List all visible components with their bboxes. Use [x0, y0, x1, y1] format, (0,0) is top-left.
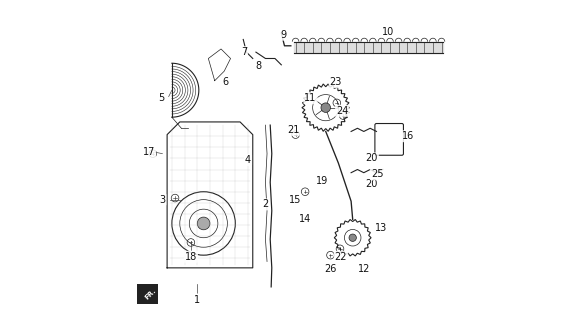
- Circle shape: [349, 234, 356, 241]
- Text: 17: 17: [143, 147, 155, 157]
- Text: 20: 20: [366, 179, 378, 189]
- Text: 24: 24: [336, 106, 349, 116]
- Text: 26: 26: [325, 264, 337, 275]
- Text: 12: 12: [358, 264, 370, 275]
- Text: 3: 3: [159, 195, 165, 205]
- Text: 19: 19: [316, 176, 328, 186]
- Text: 22: 22: [335, 252, 347, 262]
- Text: 7: 7: [240, 47, 247, 57]
- Circle shape: [321, 103, 330, 112]
- Text: 13: 13: [375, 223, 387, 233]
- Circle shape: [197, 217, 210, 230]
- Text: 25: 25: [371, 169, 383, 179]
- Text: 16: 16: [402, 131, 415, 141]
- Text: 18: 18: [185, 252, 197, 262]
- Text: 4: 4: [245, 155, 251, 165]
- Text: 2: 2: [262, 199, 269, 209]
- Text: 6: 6: [223, 77, 229, 87]
- FancyBboxPatch shape: [137, 284, 158, 304]
- Text: 1: 1: [194, 295, 201, 305]
- Text: 11: 11: [305, 93, 316, 103]
- Text: FR.: FR.: [144, 287, 158, 300]
- Text: 15: 15: [289, 195, 301, 205]
- Text: 5: 5: [159, 93, 165, 103]
- Text: 20: 20: [366, 153, 378, 164]
- Text: 10: 10: [382, 27, 394, 36]
- Text: 21: 21: [287, 125, 299, 135]
- Text: 9: 9: [281, 30, 287, 40]
- Text: 23: 23: [330, 77, 342, 87]
- Text: 8: 8: [255, 61, 262, 71]
- Text: 14: 14: [299, 214, 311, 224]
